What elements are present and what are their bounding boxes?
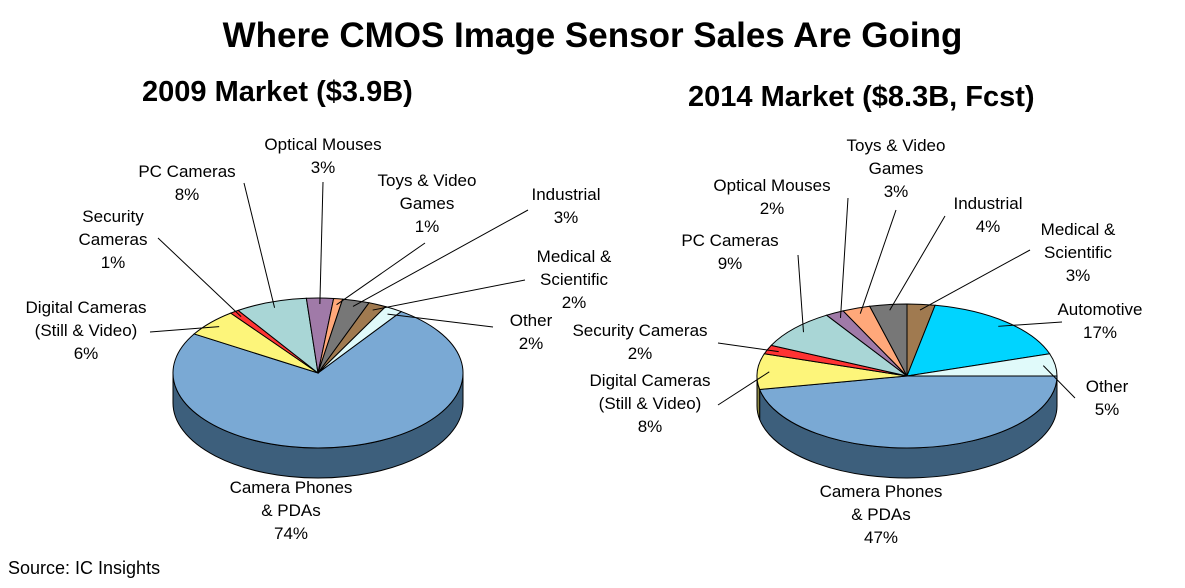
slice-label-pc_cameras-pct: 9% xyxy=(718,254,743,273)
pie-slice-camera_phones xyxy=(758,375,1058,449)
slice-label-pc_cameras-line0: PC Cameras xyxy=(138,162,235,181)
slice-label-toys_video_games-pct: 3% xyxy=(884,182,909,201)
leader-line-medical_scientific xyxy=(372,279,526,311)
slice-label-security_cameras-line0: Security xyxy=(82,207,144,226)
pie-labels: Camera Phones & PDAs 74% Digital Cameras (St… xyxy=(26,135,612,543)
slice-label-medical_scientific-line0: Medical & xyxy=(537,247,612,266)
slice-label-industrial-line0: Industrial xyxy=(532,185,601,204)
slice-label-other-pct: 2% xyxy=(519,334,544,353)
leader-line-toys_video_games xyxy=(336,242,426,306)
leader-line-industrial xyxy=(889,215,946,311)
slice-label-camera_phones-line0: Camera Phones xyxy=(230,478,353,497)
source-note: Source: IC Insights xyxy=(8,558,161,578)
slice-label-security_cameras-pct: 2% xyxy=(628,344,653,363)
slice-label-optical_mouses-pct: 3% xyxy=(311,158,336,177)
leader-line-security_cameras xyxy=(157,237,242,317)
slice-label-digital_cameras-pct: 8% xyxy=(638,417,663,436)
slice-label-automotive-pct: 17% xyxy=(1083,323,1117,342)
leader-line-digital_cameras xyxy=(149,326,220,333)
slice-label-industrial-pct: 4% xyxy=(976,217,1001,236)
pie-chart-2014: Camera Phones & PDAs 47% Digital Cameras (St… xyxy=(572,136,1142,547)
slice-label-optical_mouses-line0: Optical Mouses xyxy=(713,176,830,195)
slice-label-medical_scientific-line1: Scientific xyxy=(540,270,609,289)
leader-line-toys_video_games xyxy=(859,209,897,314)
slice-label-medical_scientific-line0: Medical & xyxy=(1041,220,1116,239)
leader-line-optical_mouses xyxy=(319,181,324,305)
slice-label-other-pct: 5% xyxy=(1095,400,1120,419)
slice-label-industrial-line0: Industrial xyxy=(954,194,1023,213)
slice-label-camera_phones-pct: 74% xyxy=(274,524,308,543)
leader-line-other xyxy=(1042,365,1076,399)
slice-label-medical_scientific-pct: 3% xyxy=(1066,266,1091,285)
slice-label-automotive-line0: Automotive xyxy=(1057,300,1142,319)
pie-slice-other xyxy=(906,353,1058,377)
slice-label-digital_cameras-pct: 6% xyxy=(74,344,99,363)
slice-label-security_cameras-line0: Security Cameras xyxy=(572,321,707,340)
slice-label-optical_mouses-line0: Optical Mouses xyxy=(264,135,381,154)
slice-label-camera_phones-line1: & PDAs xyxy=(261,501,321,520)
leader-line-automotive xyxy=(998,321,1063,327)
slice-label-security_cameras-line1: Cameras xyxy=(79,230,148,249)
slice-label-pc_cameras-line0: PC Cameras xyxy=(681,231,778,250)
pie-chart-2009: Camera Phones & PDAs 74% Digital Cameras (St… xyxy=(26,135,612,543)
slice-label-digital_cameras-line1: (Still & Video) xyxy=(599,394,702,413)
slice-label-medical_scientific-pct: 2% xyxy=(562,293,587,312)
pie-slice-camera_phones xyxy=(172,311,464,449)
slice-label-toys_video_games-line1: Games xyxy=(400,194,455,213)
slice-label-pc_cameras-pct: 8% xyxy=(175,185,200,204)
slice-label-toys_video_games-pct: 1% xyxy=(415,217,440,236)
leader-line-security_cameras xyxy=(717,342,779,353)
leader-line-digital_cameras xyxy=(717,371,770,406)
slice-label-toys_video_games-line0: Toys & Video xyxy=(378,171,477,190)
pie-slice-other xyxy=(317,306,403,374)
slice-label-camera_phones-line0: Camera Phones xyxy=(820,482,943,501)
leader-line-medical_scientific xyxy=(919,249,1031,311)
slice-label-toys_video_games-line1: Games xyxy=(869,159,924,178)
slice-label-other-line0: Other xyxy=(1086,377,1129,396)
leader-line-other xyxy=(387,313,494,328)
slice-label-digital_cameras-line1: (Still & Video) xyxy=(35,321,138,340)
slice-label-other-line0: Other xyxy=(510,311,553,330)
chart-main-title: Where CMOS Image Sensor Sales Are Going xyxy=(222,16,963,55)
slice-label-camera_phones-pct: 47% xyxy=(864,528,898,547)
leader-line-pc_cameras xyxy=(243,182,276,308)
slice-label-toys_video_games-line0: Toys & Video xyxy=(847,136,946,155)
pie-labels: Camera Phones & PDAs 47% Digital Cameras (St… xyxy=(572,136,1142,547)
slice-label-medical_scientific-line1: Scientific xyxy=(1044,243,1113,262)
pie-slice-pc_cameras xyxy=(770,314,908,377)
pie-slice-automotive xyxy=(906,304,1051,377)
slice-label-industrial-pct: 3% xyxy=(554,208,579,227)
slice-label-security_cameras-pct: 1% xyxy=(101,253,126,272)
slice-label-optical_mouses-pct: 2% xyxy=(760,199,785,218)
leader-line-industrial xyxy=(352,209,529,307)
leader-line-optical_mouses xyxy=(840,197,849,318)
pie-2009-title: 2009 Market ($3.9B) xyxy=(142,76,413,108)
slice-label-camera_phones-line1: & PDAs xyxy=(851,505,911,524)
slice-label-digital_cameras-line0: Digital Cameras xyxy=(26,298,147,317)
pie-2014-title: 2014 Market ($8.3B, Fcst) xyxy=(688,81,1035,113)
slice-label-digital_cameras-line0: Digital Cameras xyxy=(590,371,711,390)
leader-line-pc_cameras xyxy=(797,254,804,333)
